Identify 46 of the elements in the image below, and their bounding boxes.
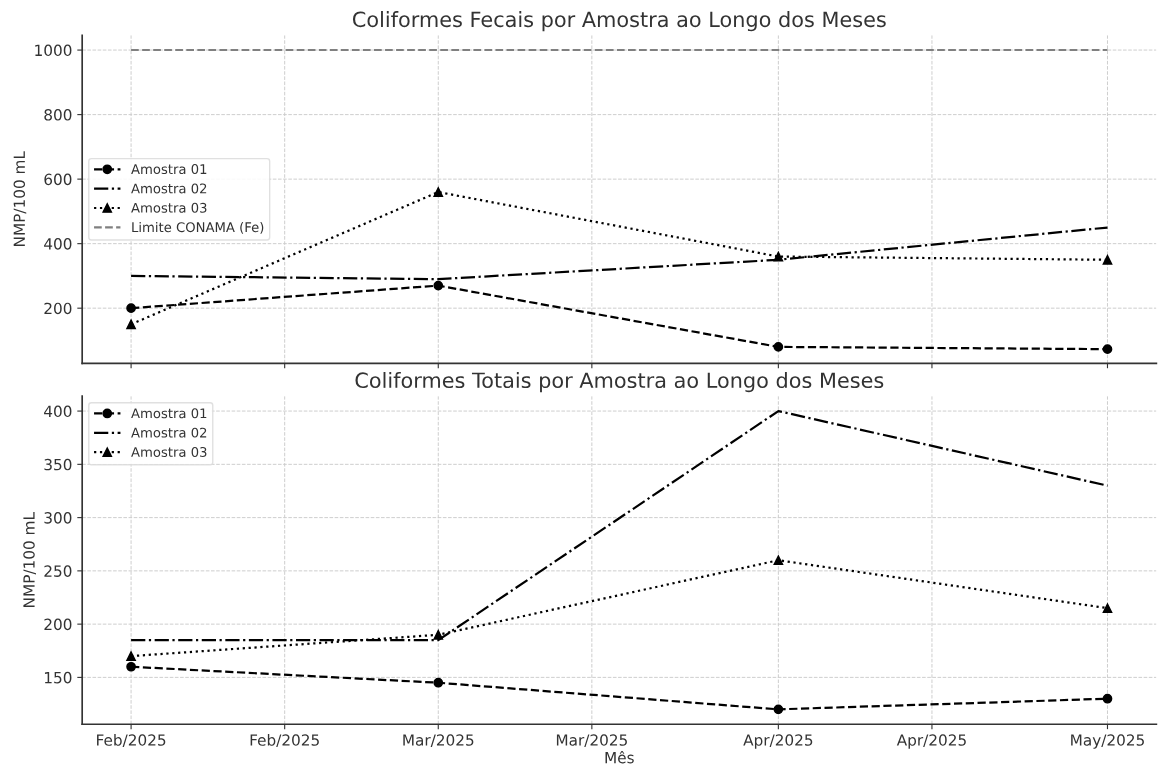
point	[773, 342, 784, 352]
x-tick-label: Feb/2025	[97, 734, 166, 748]
legend-label: Limite CONAMA (Fe)	[132, 221, 264, 234]
point	[773, 704, 784, 715]
y-tick-label: 150	[44, 671, 72, 684]
legend-label: Amostra 01	[131, 164, 207, 175]
legend-label: Amostra 03	[131, 202, 207, 213]
y-tick-label: 600	[44, 173, 72, 186]
legend-label: Amostra 02	[131, 427, 207, 438]
point	[126, 319, 136, 330]
x-tick-label: Apr/2025	[896, 734, 966, 749]
y-axis-title: NMP/100 mL	[13, 151, 27, 246]
point	[1102, 344, 1113, 355]
y-tick-label: 300	[44, 512, 72, 524]
point	[1102, 254, 1113, 265]
x-tick-label: Apr/2025	[743, 734, 813, 749]
point	[126, 661, 136, 672]
y-tick-label: 250	[44, 565, 72, 577]
y-tick-label: 1000	[35, 44, 72, 57]
x-tick-label: Feb/2025	[250, 734, 319, 748]
point	[433, 187, 444, 197]
y-tick-label: 400	[44, 238, 72, 250]
y-tick-label: 400	[44, 405, 72, 418]
y-tick-label: 200	[44, 302, 72, 315]
point	[1102, 693, 1113, 704]
y-tick-label: 200	[44, 618, 72, 631]
point	[433, 280, 444, 291]
x-axis-title: Mês	[605, 750, 634, 764]
point	[433, 629, 444, 640]
point	[126, 651, 136, 661]
point	[433, 677, 444, 688]
chart-title: Coliformes Totais por Amostra ao Longo dos Meses	[355, 372, 884, 393]
y-tick-label: 800	[44, 109, 72, 121]
legend-label: Amostra 01	[131, 408, 207, 419]
x-tick-label: Mar/2025	[556, 734, 627, 748]
point	[126, 303, 136, 314]
chart-title: Coliformes Fecais por Amostra ao Longo dos Meses	[352, 11, 886, 32]
point	[773, 251, 784, 262]
x-tick-label: May/2025	[1071, 734, 1144, 749]
x-tick-label: Mar/2025	[403, 734, 474, 748]
y-axis-title: NMP/100 mL	[23, 512, 36, 607]
point	[773, 555, 784, 566]
point	[1102, 603, 1113, 614]
legend-label: Amostra 02	[131, 183, 207, 194]
legend-label: Amostra 03	[131, 447, 207, 457]
y-tick-label: 350	[44, 458, 72, 471]
